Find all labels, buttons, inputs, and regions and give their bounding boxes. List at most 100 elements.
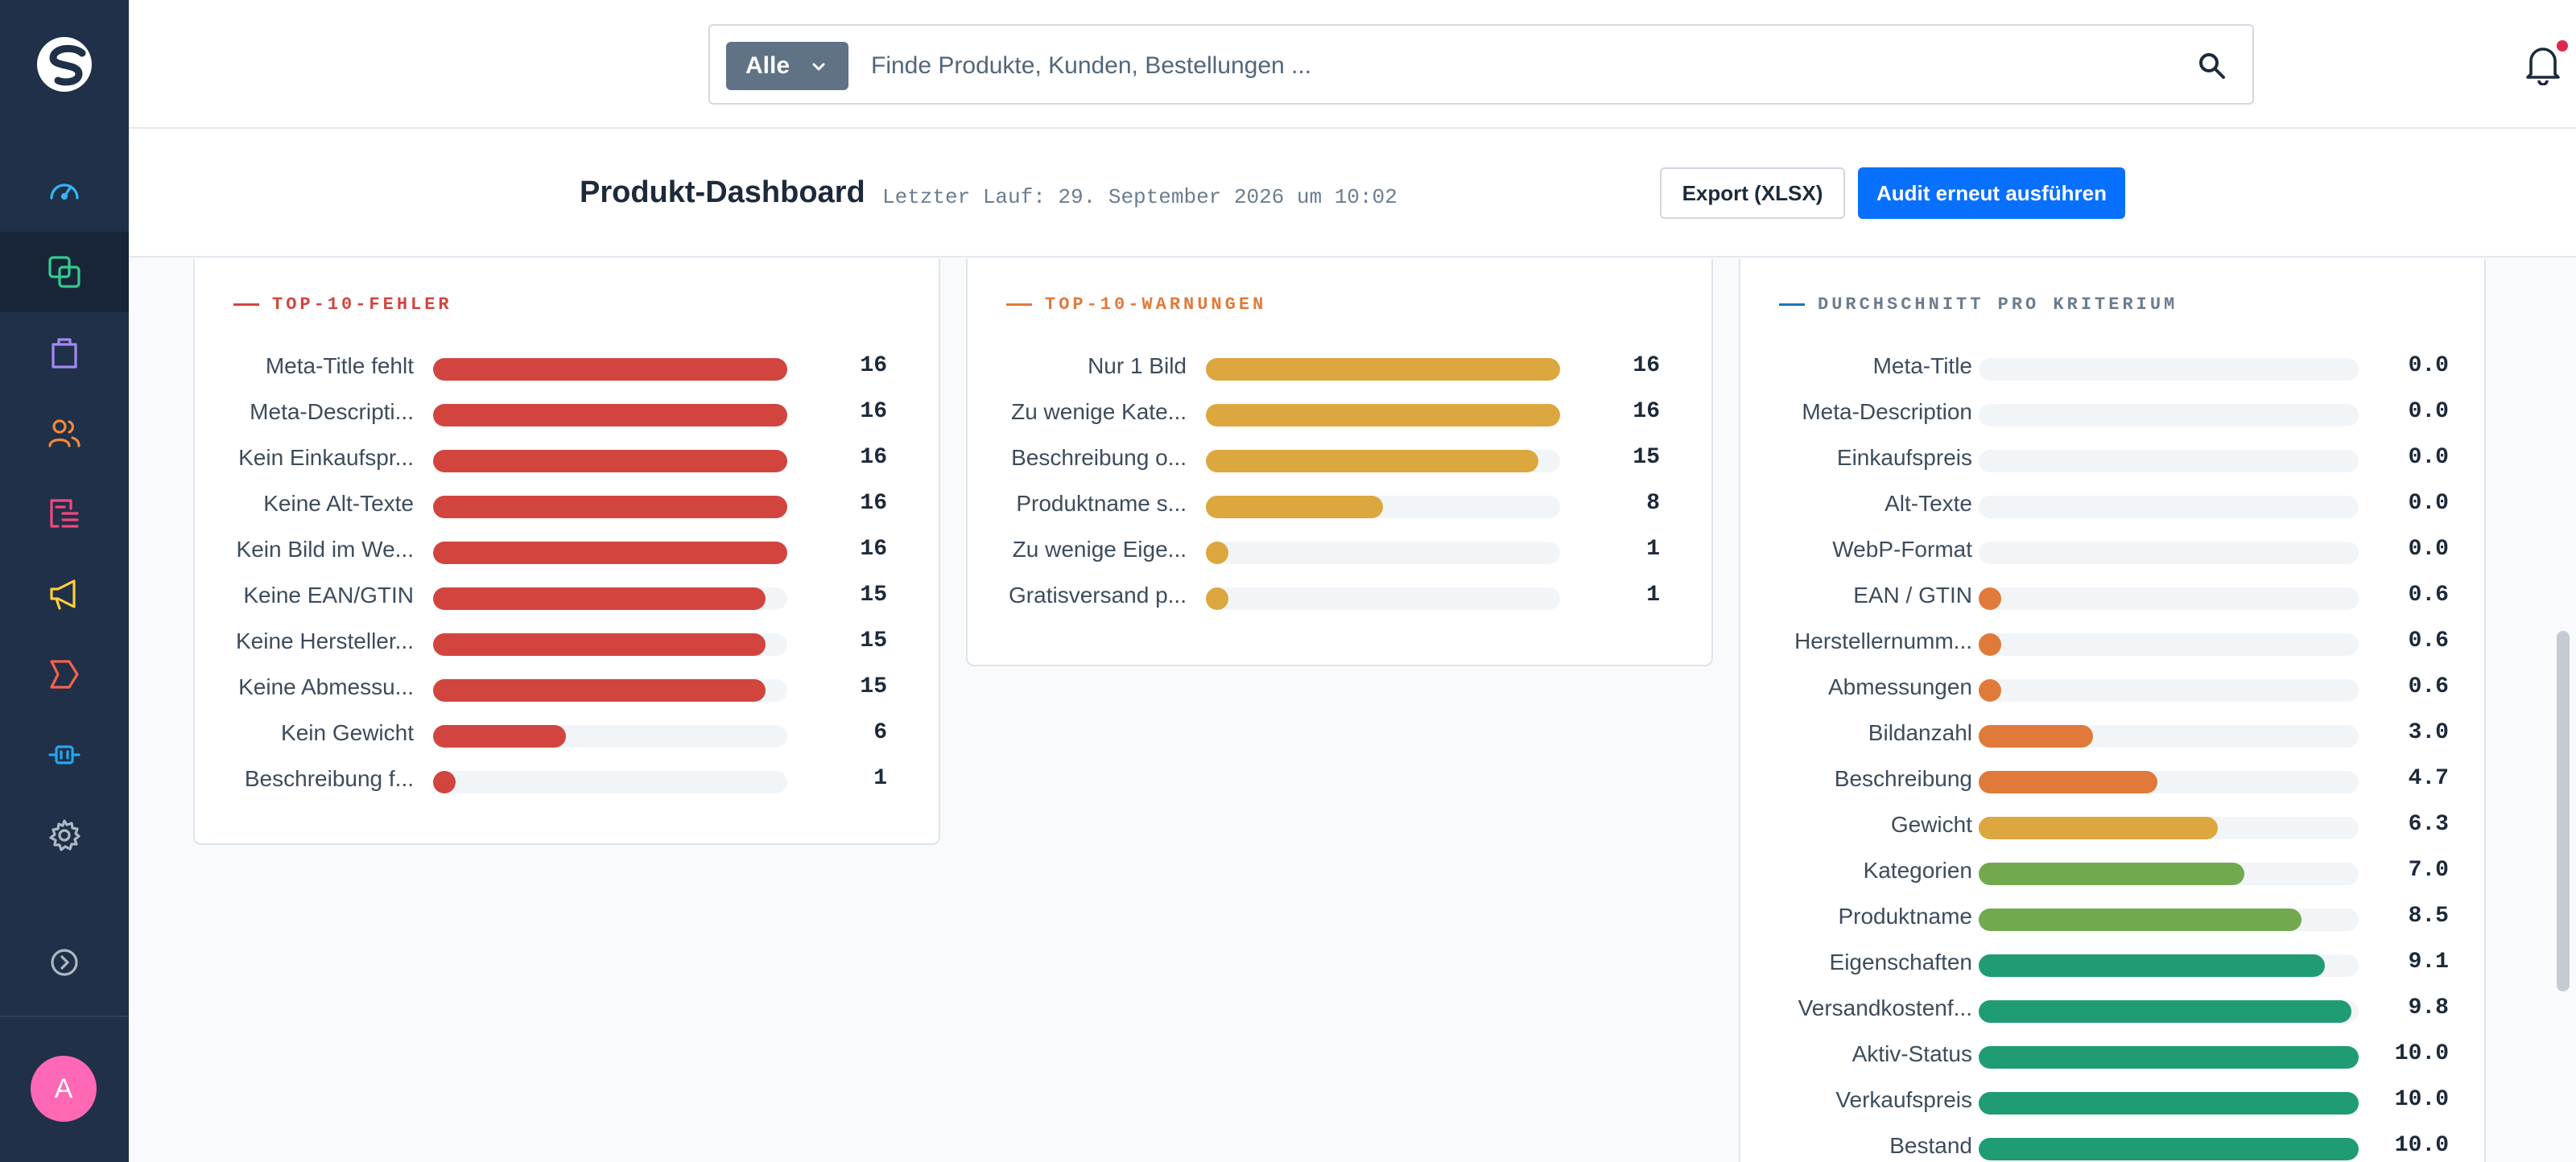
bar-value: 8.5 bbox=[2408, 904, 2449, 929]
bar-label: Kein Bild im We... bbox=[236, 537, 414, 562]
bar-row: Kein Bild im We... 16 bbox=[195, 525, 939, 571]
last-run-timestamp: Letzter Lauf: 29. September 2026 um 10:0… bbox=[882, 185, 1397, 209]
sidebar-expand-button[interactable] bbox=[0, 922, 129, 1003]
marketing-megaphone-icon bbox=[50, 579, 76, 610]
bar-track bbox=[1206, 542, 1560, 564]
bar-label: Meta-Title bbox=[1872, 353, 1972, 378]
bar-track bbox=[1979, 633, 2359, 656]
bar-row: Keine EAN/GTIN 15 bbox=[195, 571, 939, 616]
bar-row: Einkaufspreis 0.0 bbox=[1740, 434, 2484, 479]
bar-track bbox=[433, 358, 787, 381]
sidebar-item-customers[interactable] bbox=[0, 393, 129, 473]
sidebar-item-catalogue[interactable] bbox=[0, 232, 129, 312]
bar-track bbox=[433, 679, 787, 702]
bar-row: Keine Alt-Texte 16 bbox=[195, 480, 939, 525]
bar-label: Meta-Descripti... bbox=[250, 399, 414, 424]
global-search: Alle bbox=[708, 24, 2254, 105]
bar-track bbox=[1979, 542, 2359, 564]
bar-value: 3.0 bbox=[2408, 720, 2449, 745]
top-bar: Alle bbox=[129, 0, 2576, 129]
bar-value: 0.0 bbox=[2408, 399, 2449, 424]
bar-track bbox=[433, 496, 787, 518]
bar-fill bbox=[433, 725, 566, 748]
bar-label: Eigenschaften bbox=[1829, 950, 1972, 975]
average-per-criterion-panel: DURCHSCHNITT PRO KRITERIUM Meta-Title 0.0… bbox=[1739, 259, 2486, 1162]
notification-indicator bbox=[2557, 40, 2568, 52]
rerun-audit-button[interactable]: Audit erneut ausführen bbox=[1858, 167, 2125, 219]
bar-row: Bestand 10.0 bbox=[1740, 1122, 2484, 1162]
bar-label: Gratisversand p... bbox=[1009, 583, 1187, 608]
bar-label: Versandkostenf... bbox=[1798, 995, 1972, 1020]
bar-row: Meta-Descripti... 16 bbox=[195, 388, 939, 433]
bar-value: 9.8 bbox=[2408, 995, 2449, 1020]
bar-value: 8 bbox=[1646, 491, 1660, 516]
bar-fill bbox=[1206, 450, 1538, 472]
bar-track bbox=[1979, 587, 2359, 610]
bar-label: Kein Gewicht bbox=[281, 720, 414, 745]
bar-label: Herstellernumm... bbox=[1794, 628, 1972, 653]
bar-row: WebP-Format 0.0 bbox=[1740, 525, 2484, 571]
sidebar-item-marketing[interactable] bbox=[0, 554, 129, 634]
avatar-initial: A bbox=[54, 1073, 73, 1104]
bar-fill bbox=[1979, 1138, 2359, 1160]
sidebar-item-settings[interactable] bbox=[0, 795, 129, 876]
bar-track bbox=[1979, 1046, 2359, 1069]
bar-label: Produktname bbox=[1838, 904, 1972, 929]
bar-track bbox=[1979, 450, 2359, 472]
bar-label: Bildanzahl bbox=[1868, 720, 1972, 745]
bar-label: Zu wenige Kate... bbox=[1011, 399, 1187, 424]
bar-label: Kein Einkaufspr... bbox=[238, 445, 414, 470]
bar-row: Kategorien 7.0 bbox=[1740, 847, 2484, 892]
bar-fill bbox=[1206, 587, 1228, 610]
bar-value: 6 bbox=[873, 720, 887, 745]
bar-row: Bildanzahl 3.0 bbox=[1740, 709, 2484, 754]
bar-row: Produktname 8.5 bbox=[1740, 892, 2484, 937]
bar-label: WebP-Format bbox=[1832, 537, 1972, 562]
bar-label: Keine EAN/GTIN bbox=[243, 583, 414, 608]
bar-row: Zu wenige Eige... 1 bbox=[968, 525, 1711, 571]
sidebar-item-extensions[interactable] bbox=[0, 715, 129, 795]
bar-value: 10.0 bbox=[2394, 1133, 2449, 1158]
bar-track bbox=[1206, 450, 1560, 472]
export-xlsx-button[interactable]: Export (XLSX) bbox=[1660, 167, 1845, 219]
bar-value: 0.0 bbox=[2408, 537, 2449, 562]
search-icon[interactable] bbox=[2196, 50, 2228, 82]
bar-track bbox=[433, 633, 787, 656]
page-scrollbar[interactable] bbox=[2557, 631, 2570, 991]
panel-title-text: TOP-10-FEHLER bbox=[272, 295, 452, 315]
sidebar-user-area bbox=[0, 1016, 129, 1162]
shopware-logo-icon[interactable] bbox=[32, 32, 97, 97]
bar-value: 1 bbox=[1646, 537, 1660, 562]
bar-fill bbox=[433, 633, 766, 656]
bar-value: 0.0 bbox=[2408, 491, 2449, 516]
sidebar-item-dashboard[interactable] bbox=[0, 151, 129, 232]
bar-value: 9.1 bbox=[2408, 950, 2449, 975]
bar-fill bbox=[433, 542, 787, 564]
sidebar-item-flows[interactable] bbox=[0, 634, 129, 715]
bar-value: 1 bbox=[1646, 583, 1660, 608]
bar-track bbox=[1979, 909, 2359, 931]
bar-value: 0.6 bbox=[2408, 583, 2449, 608]
page-header: Produkt-Dashboard Letzter Lauf: 29. Sept… bbox=[129, 129, 2576, 258]
bar-fill bbox=[1979, 771, 2157, 793]
bar-row: EAN / GTIN 0.6 bbox=[1740, 571, 2484, 616]
search-input[interactable] bbox=[871, 42, 2127, 90]
top-warnings-panel: TOP-10-WARNUNGEN Nur 1 Bild 16 Zu wenige K… bbox=[966, 259, 1713, 666]
bar-fill bbox=[1979, 1046, 2359, 1069]
bar-value: 16 bbox=[1633, 353, 1660, 378]
search-scope-dropdown[interactable]: Alle bbox=[726, 42, 848, 90]
bar-track bbox=[1979, 496, 2359, 518]
bar-row: Beschreibung f... 1 bbox=[195, 755, 939, 800]
bar-row: Abmessungen 0.6 bbox=[1740, 663, 2484, 708]
top-errors-panel: TOP-10-FEHLER Meta-Title fehlt 16 Meta-Des… bbox=[193, 259, 940, 845]
user-avatar[interactable]: A bbox=[31, 1056, 97, 1122]
sidebar-item-orders[interactable] bbox=[0, 312, 129, 393]
bar-fill bbox=[1206, 542, 1228, 564]
sidebar-item-content[interactable] bbox=[0, 473, 129, 554]
bar-value: 0.0 bbox=[2408, 353, 2449, 378]
bar-fill bbox=[1979, 863, 2245, 885]
bar-fill bbox=[1979, 954, 2325, 977]
bar-value: 1 bbox=[873, 766, 887, 791]
bar-row: Beschreibung 4.7 bbox=[1740, 755, 2484, 800]
notifications-bell-icon[interactable] bbox=[2523, 43, 2563, 85]
